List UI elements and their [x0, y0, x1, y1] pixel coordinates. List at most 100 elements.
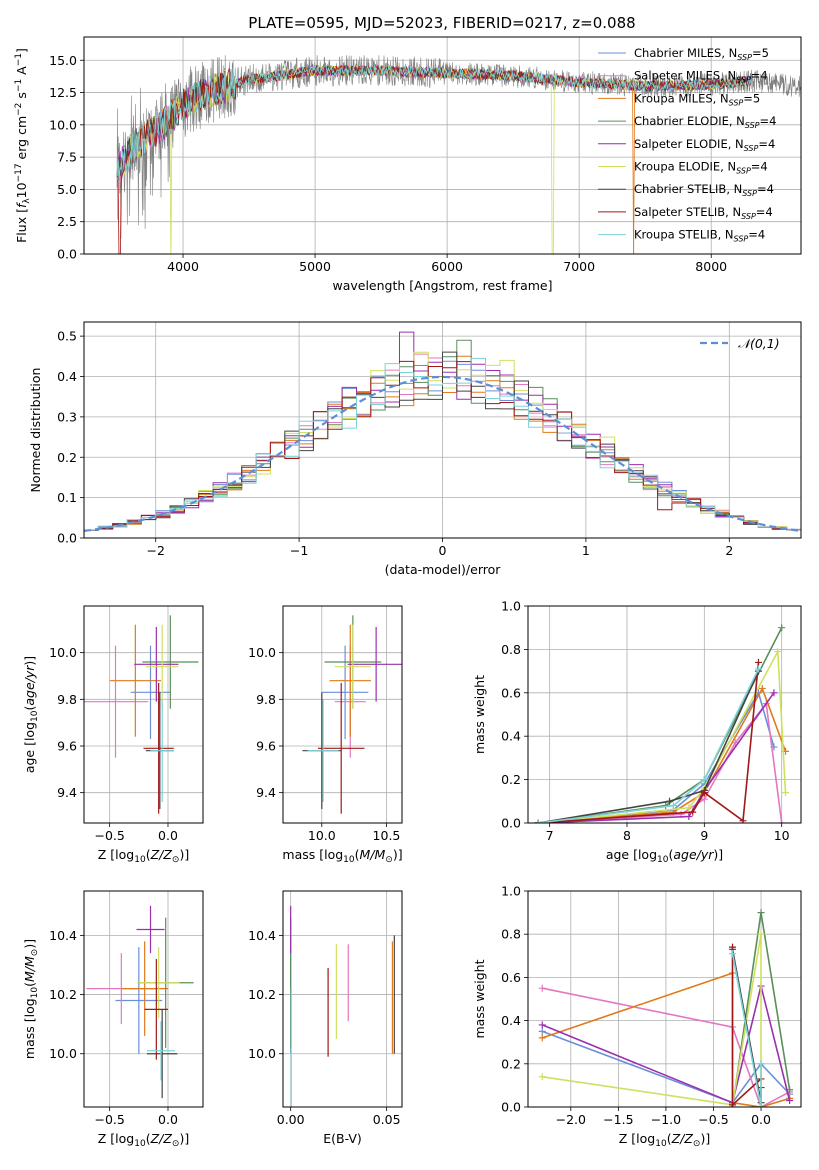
weight-vs-z-plot-area	[538, 909, 794, 1107]
x-tick-label: 8	[623, 828, 631, 843]
errorbar-point	[115, 947, 163, 1054]
age-vs-z-plot-area	[84, 615, 199, 814]
y-tick-label: 10.2	[49, 987, 77, 1002]
normal-curve	[84, 375, 801, 532]
mass-vs-z-gridlines	[84, 891, 203, 1107]
legend-label: Chabrier STELIB, NSSP=4	[634, 182, 774, 198]
weight-series	[534, 624, 786, 823]
weight-marker	[700, 789, 708, 797]
weight-line	[538, 648, 787, 823]
x-tick-label: 0.0	[158, 1112, 178, 1127]
weight-line	[542, 987, 790, 1107]
errorbar-point	[147, 1009, 178, 1099]
legend-label: Salpeter STELIB, NSSP=4	[634, 205, 773, 221]
spectrum-legend: Chabrier MILES, NSSP=5 Salpeter MILES, NS…	[598, 46, 776, 244]
legend-label: Chabrier MILES, NSSP=5	[634, 46, 769, 62]
mass-vs-z-chart: −0.5 0.0 10.0 10.2 10.4 Z [log10(Z/Z⊙)] mass […	[22, 890, 204, 1149]
y-tick-label: 0.3	[57, 409, 77, 424]
x-axis-label: Z [log10(Z/Z⊙)]	[98, 1131, 189, 1149]
weight-series	[534, 667, 762, 823]
x-tick-label: 7	[546, 828, 554, 843]
y-tick-label: 9.6	[57, 739, 77, 754]
weight-line	[538, 692, 775, 823]
weight-vs-age-gridlines	[528, 605, 801, 824]
y-tick-label: 0.0	[57, 247, 77, 262]
y-tick-label: 9.4	[57, 785, 77, 800]
weight-marker	[774, 648, 782, 656]
y-tick-label: 0.0	[57, 531, 77, 546]
mass-vs-ebv-gridlines	[283, 891, 402, 1107]
legend-label: Chabrier ELODIE, NSSP=4	[634, 114, 776, 130]
x-tick-label: −2	[146, 543, 164, 558]
errorbar-point	[321, 645, 369, 739]
weight-marker	[538, 1021, 546, 1029]
x-tick-label: 10.0	[308, 828, 336, 843]
x-tick-label: −1	[290, 543, 308, 558]
x-tick-label: 2	[725, 543, 733, 558]
weight-series	[538, 930, 765, 1107]
weight-marker	[782, 789, 790, 797]
legend-label: Salpeter MILES, NSSP=4	[634, 69, 768, 85]
weight-marker	[739, 817, 747, 823]
errorbar-point	[145, 624, 179, 709]
x-tick-label: −0.5	[94, 1112, 124, 1127]
residual-hist-plot-area	[84, 331, 801, 532]
y-tick-label: 1.0	[501, 599, 521, 614]
y-tick-label: 0.0	[501, 816, 521, 831]
legend-label: Kroupa ELODIE, NSSP=4	[634, 160, 768, 176]
x-tick-label: 6000	[431, 259, 463, 274]
y-tick-label: 0.1	[57, 490, 77, 505]
age-vs-mass-frame	[282, 605, 403, 824]
x-axis-label: wavelength [Angstrom, rest frame]	[332, 278, 552, 293]
weight-marker	[685, 804, 693, 812]
weight-vs-age-frame	[527, 605, 802, 824]
y-axis-label: Normed distribution	[28, 368, 43, 493]
y-tick-label: 0.8	[501, 642, 521, 657]
weight-vs-age-chart: 7 8 9 10 0.0 0.2 0.4 0.6 0.8 1.0 age [log10(age/yr…	[472, 599, 802, 865]
y-tick-label: 0.4	[57, 369, 77, 384]
y-tick-label: 9.8	[256, 692, 276, 707]
spectrum-plot-area	[116, 55, 801, 254]
y-tick-label: 7.5	[57, 150, 77, 165]
weight-marker	[758, 684, 766, 692]
y-tick-label: 1.0	[501, 884, 521, 899]
y-tick-label: 5.0	[57, 182, 77, 197]
y-axis-label: age [log10(age/yr)]	[22, 656, 40, 773]
y-tick-label: 0.8	[501, 927, 521, 942]
weight-line	[537, 668, 760, 823]
weight-marker	[729, 943, 737, 951]
x-tick-label: 5000	[299, 259, 331, 274]
y-tick-label: 9.8	[57, 692, 77, 707]
weight-marker	[666, 797, 674, 805]
errorbar-point	[144, 959, 168, 1060]
x-axis-label: age [log10(age/yr)]	[606, 847, 723, 865]
y-tick-label: 0.6	[501, 685, 521, 700]
y-tick-label: 0.4	[501, 729, 521, 744]
x-tick-label: 4000	[167, 259, 199, 274]
x-tick-label: 10	[774, 828, 790, 843]
y-tick-label: 10.4	[49, 928, 77, 943]
errorbar-point	[329, 624, 371, 737]
weight-series	[729, 950, 765, 1107]
y-tick-label: 10.0	[248, 645, 276, 660]
errorbar-point	[109, 624, 161, 737]
y-tick-label: 0.6	[501, 970, 521, 985]
errorbar-point	[347, 627, 402, 702]
y-tick-label: 10.0	[49, 1046, 77, 1061]
x-axis-label: Z [log10(Z/Z⊙)]	[619, 1131, 710, 1149]
weight-marker	[669, 802, 677, 810]
x-axis-label: (data-model)/error	[385, 562, 502, 577]
weight-line	[542, 934, 762, 1106]
weight-series	[534, 665, 762, 823]
weight-marker	[538, 984, 546, 992]
errorbar-point	[134, 627, 179, 702]
residual-hist-chart: −2 −1 0 1 2 0.0 0.1 0.2 0.3 0.4 0.5 (data-model)/er…	[28, 321, 802, 577]
weight-marker	[538, 1073, 546, 1081]
weight-marker	[700, 795, 708, 803]
x-tick-label: 0	[439, 543, 447, 558]
mass-vs-z-frame	[83, 890, 204, 1108]
y-tick-label: 2.5	[57, 214, 77, 229]
y-tick-label: 0.2	[57, 450, 77, 465]
weight-marker	[757, 930, 765, 938]
